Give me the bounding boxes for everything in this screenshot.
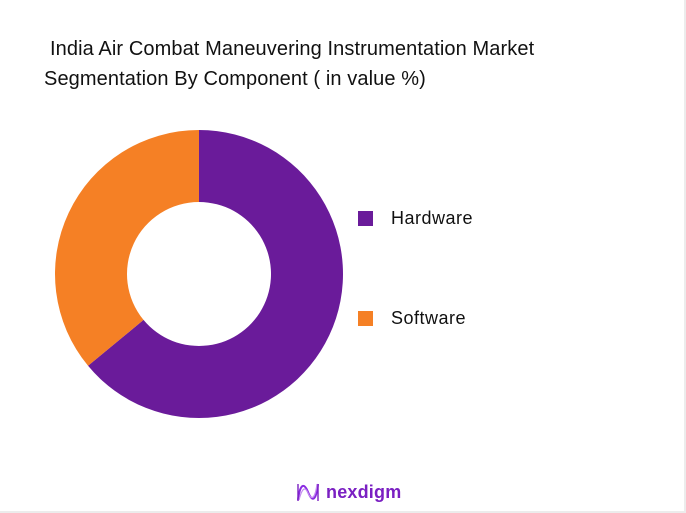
donut-segments — [54, 130, 343, 418]
donut-segment-hardware — [88, 130, 343, 418]
legend-item-software: Software — [358, 308, 466, 329]
legend-swatch-software — [358, 311, 373, 326]
legend-label-hardware: Hardware — [391, 208, 474, 228]
legend-item-hardware: Hardware — [358, 208, 473, 229]
chart-title: India Air Combat Maneuvering Instrumenta… — [44, 34, 664, 94]
donut-segment-software — [54, 130, 200, 366]
nexdigm-wave-icon — [297, 483, 319, 501]
chart-title-line-2: Segmentation By Component ( in value %) — [44, 68, 426, 90]
nexdigm-logo: nexdigm — [296, 480, 401, 504]
legend-label-software: Software — [391, 308, 467, 328]
chart-title-line-1: India Air Combat Maneuvering Instrumenta… — [50, 38, 535, 60]
logo-text: nexdigm — [326, 481, 402, 502]
legend-swatch-hardware — [358, 211, 373, 226]
